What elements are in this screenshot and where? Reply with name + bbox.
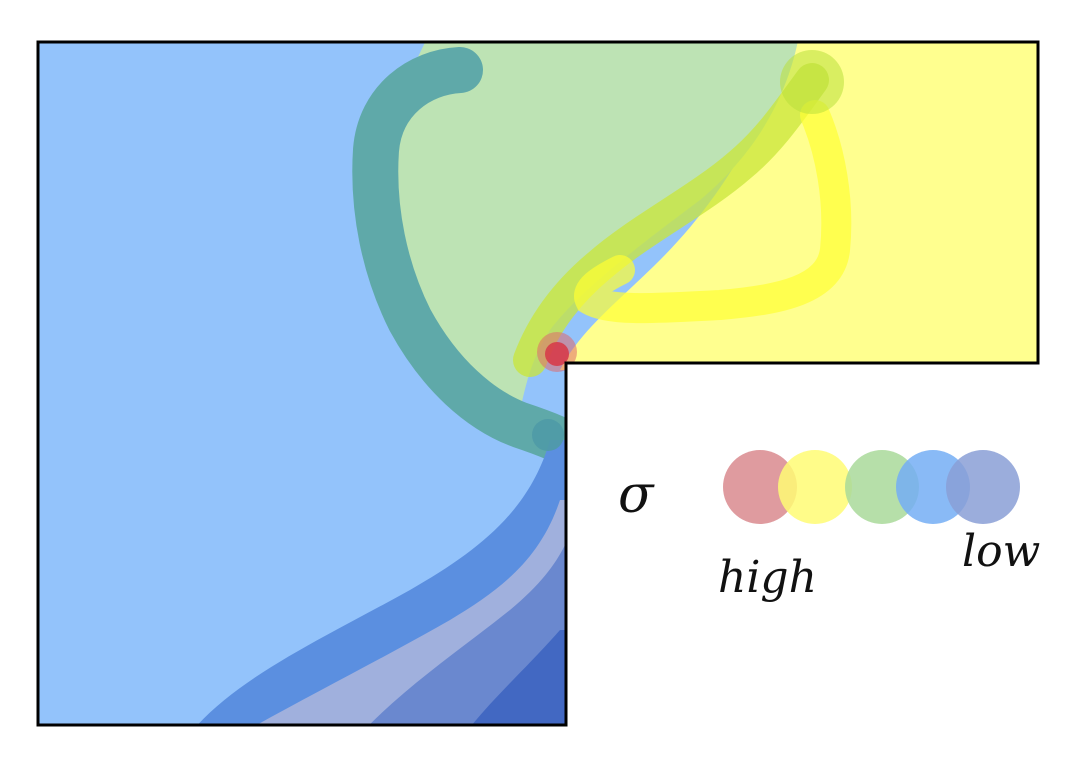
stress-concentration-core [545, 342, 569, 366]
lowest-stress-band-inner [460, 630, 580, 725]
medium-low-stress-band [352, 47, 578, 461]
high-medium-stress-band [513, 63, 829, 377]
corner-teal-spot [532, 419, 564, 451]
low-label: low [962, 526, 1040, 577]
high-stress-loop [574, 100, 852, 324]
medium-stress-blob [780, 50, 844, 114]
legend-swatch-lowest [946, 450, 1020, 524]
body-outline [36, 40, 1040, 727]
legend-swatch-high [778, 450, 852, 524]
legend-swatch-highest [723, 450, 797, 524]
medium-stress-region [382, 42, 800, 410]
stress-field [38, 42, 1038, 725]
sigma-symbol: σ [618, 465, 655, 525]
legend-swatch-medium [845, 450, 919, 524]
high-label: high [718, 552, 817, 603]
legend: σ high low [618, 450, 1040, 603]
high-stress-region [560, 42, 1038, 370]
legend-color-scale [723, 450, 1020, 524]
